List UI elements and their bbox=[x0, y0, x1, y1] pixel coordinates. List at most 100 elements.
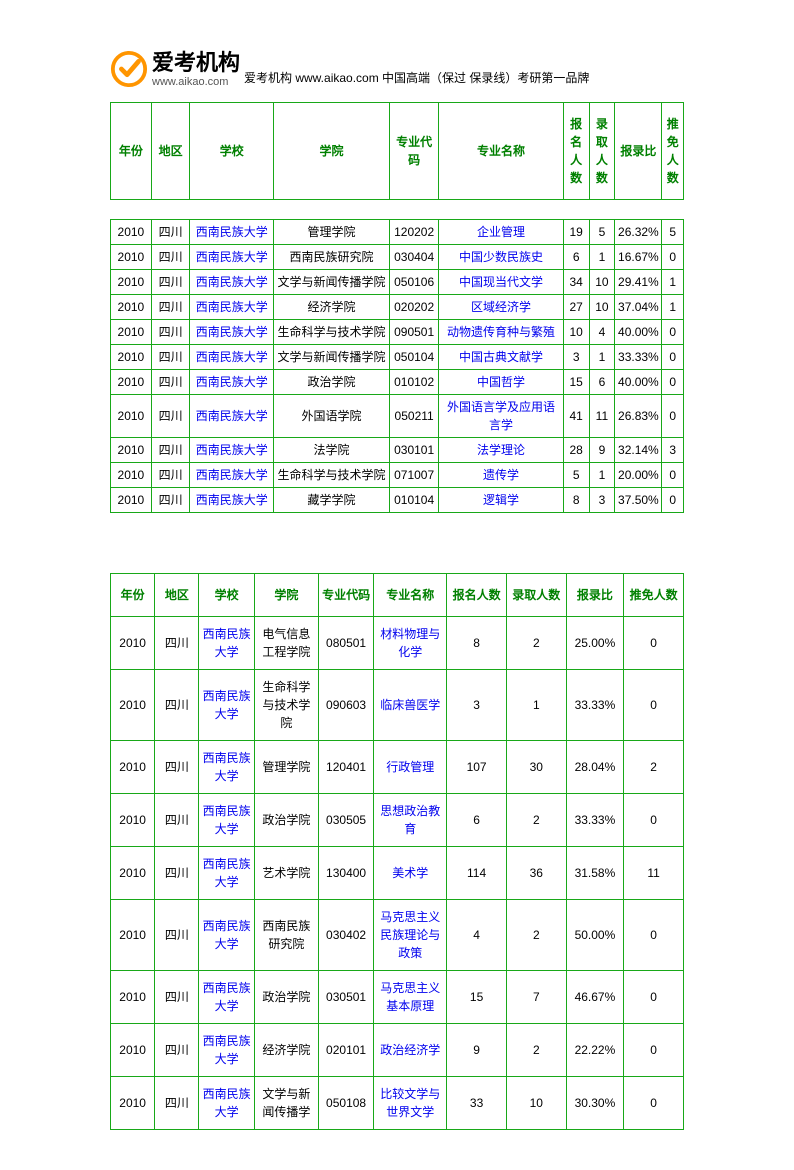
cell-school[interactable]: 西南民族大学 bbox=[199, 900, 254, 971]
cell-college: 文学与新闻传播学 bbox=[254, 1077, 318, 1130]
cell-school[interactable]: 西南民族大学 bbox=[199, 1077, 254, 1130]
cell-code: 030501 bbox=[318, 971, 373, 1024]
cell-ratio: 22.22% bbox=[566, 1024, 624, 1077]
cell-ratio: 33.33% bbox=[615, 345, 662, 370]
cell-apply: 15 bbox=[447, 971, 507, 1024]
table-row: 2010四川西南民族大学法学院030101法学理论28932.14%3 bbox=[111, 438, 684, 463]
cell-code: 050106 bbox=[389, 270, 438, 295]
cell-major[interactable]: 法学理论 bbox=[439, 438, 563, 463]
cell-major[interactable]: 政治经济学 bbox=[374, 1024, 447, 1077]
cell-exempt: 0 bbox=[624, 794, 684, 847]
cell-school[interactable]: 西南民族大学 bbox=[190, 438, 274, 463]
cell-code: 030505 bbox=[318, 794, 373, 847]
cell-college: 艺术学院 bbox=[254, 847, 318, 900]
cell-ratio: 37.04% bbox=[615, 295, 662, 320]
cell-major[interactable]: 临床兽医学 bbox=[374, 670, 447, 741]
cell-major[interactable]: 遗传学 bbox=[439, 463, 563, 488]
cell-admit: 11 bbox=[589, 395, 615, 438]
cell-exempt: 1 bbox=[662, 295, 684, 320]
cell-region: 四川 bbox=[155, 847, 199, 900]
col-exempt: 推免人数 bbox=[662, 103, 684, 200]
table-row: 2010四川西南民族大学生命科学与技术学院071007遗传学5120.00%0 bbox=[111, 463, 684, 488]
cell-college: 西南民族研究院 bbox=[274, 245, 390, 270]
cell-major[interactable]: 中国少数民族史 bbox=[439, 245, 563, 270]
cell-school[interactable]: 西南民族大学 bbox=[199, 794, 254, 847]
cell-apply: 6 bbox=[447, 794, 507, 847]
cell-major[interactable]: 外国语言学及应用语言学 bbox=[439, 395, 563, 438]
cell-school[interactable]: 西南民族大学 bbox=[190, 370, 274, 395]
cell-code: 090603 bbox=[318, 670, 373, 741]
cell-major[interactable]: 比较文学与世界文学 bbox=[374, 1077, 447, 1130]
cell-major[interactable]: 思想政治教育 bbox=[374, 794, 447, 847]
cell-region: 四川 bbox=[155, 900, 199, 971]
cell-school[interactable]: 西南民族大学 bbox=[190, 488, 274, 513]
cell-college: 电气信息工程学院 bbox=[254, 617, 318, 670]
cell-apply: 41 bbox=[563, 395, 589, 438]
col-year: 年份 bbox=[111, 574, 155, 617]
cell-admit: 1 bbox=[589, 345, 615, 370]
cell-code: 120401 bbox=[318, 741, 373, 794]
table-row: 2010四川西南民族大学文学与新闻传播学050108比较文学与世界文学33103… bbox=[111, 1077, 684, 1130]
cell-admit: 10 bbox=[589, 270, 615, 295]
cell-major[interactable]: 企业管理 bbox=[439, 220, 563, 245]
cell-major[interactable]: 动物遗传育种与繁殖 bbox=[439, 320, 563, 345]
cell-school[interactable]: 西南民族大学 bbox=[190, 295, 274, 320]
cell-school[interactable]: 西南民族大学 bbox=[199, 670, 254, 741]
cell-year: 2010 bbox=[111, 900, 155, 971]
cell-year: 2010 bbox=[111, 463, 152, 488]
cell-major[interactable]: 中国现当代文学 bbox=[439, 270, 563, 295]
cell-major[interactable]: 马克思主义民族理论与政策 bbox=[374, 900, 447, 971]
cell-college: 西南民族研究院 bbox=[254, 900, 318, 971]
cell-school[interactable]: 西南民族大学 bbox=[199, 617, 254, 670]
cell-major[interactable]: 区域经济学 bbox=[439, 295, 563, 320]
table-row: 2010四川西南民族大学生命科学与技术学院090501动物遗传育种与繁殖1044… bbox=[111, 320, 684, 345]
cell-code: 090501 bbox=[389, 320, 438, 345]
cell-major[interactable]: 中国哲学 bbox=[439, 370, 563, 395]
cell-admit: 36 bbox=[506, 847, 566, 900]
cell-school[interactable]: 西南民族大学 bbox=[199, 971, 254, 1024]
cell-college: 管理学院 bbox=[274, 220, 390, 245]
cell-school[interactable]: 西南民族大学 bbox=[190, 220, 274, 245]
cell-ratio: 26.32% bbox=[615, 220, 662, 245]
cell-exempt: 1 bbox=[662, 270, 684, 295]
cell-ratio: 30.30% bbox=[566, 1077, 624, 1130]
cell-school[interactable]: 西南民族大学 bbox=[190, 245, 274, 270]
cell-school[interactable]: 西南民族大学 bbox=[190, 463, 274, 488]
cell-college: 政治学院 bbox=[274, 370, 390, 395]
cell-major[interactable]: 材料物理与化学 bbox=[374, 617, 447, 670]
cell-region: 四川 bbox=[155, 794, 199, 847]
logo-cn: 爱考机构 bbox=[152, 52, 240, 74]
cell-apply: 15 bbox=[563, 370, 589, 395]
col-admit: 录取人数 bbox=[589, 103, 615, 200]
cell-school[interactable]: 西南民族大学 bbox=[199, 741, 254, 794]
cell-school[interactable]: 西南民族大学 bbox=[190, 270, 274, 295]
col-code: 专业代码 bbox=[389, 103, 438, 200]
cell-apply: 4 bbox=[447, 900, 507, 971]
cell-major[interactable]: 中国古典文献学 bbox=[439, 345, 563, 370]
cell-major[interactable]: 美术学 bbox=[374, 847, 447, 900]
cell-major[interactable]: 逻辑学 bbox=[439, 488, 563, 513]
cell-code: 130400 bbox=[318, 847, 373, 900]
cell-apply: 8 bbox=[447, 617, 507, 670]
cell-major[interactable]: 马克思主义基本原理 bbox=[374, 971, 447, 1024]
admissions-table-1: 年份 地区 学校 学院 专业代码 专业名称 报名人数 录取人数 报录比 推免人数… bbox=[110, 102, 684, 513]
logo-icon bbox=[110, 50, 148, 88]
cell-ratio: 16.67% bbox=[615, 245, 662, 270]
cell-code: 020202 bbox=[389, 295, 438, 320]
cell-school[interactable]: 西南民族大学 bbox=[190, 320, 274, 345]
cell-school[interactable]: 西南民族大学 bbox=[190, 345, 274, 370]
cell-apply: 28 bbox=[563, 438, 589, 463]
cell-ratio: 40.00% bbox=[615, 370, 662, 395]
cell-apply: 3 bbox=[447, 670, 507, 741]
gap-cell bbox=[111, 200, 684, 220]
cell-college: 政治学院 bbox=[254, 794, 318, 847]
cell-apply: 8 bbox=[563, 488, 589, 513]
cell-school[interactable]: 西南民族大学 bbox=[199, 1024, 254, 1077]
cell-ratio: 50.00% bbox=[566, 900, 624, 971]
cell-school[interactable]: 西南民族大学 bbox=[199, 847, 254, 900]
cell-region: 四川 bbox=[151, 320, 190, 345]
cell-school[interactable]: 西南民族大学 bbox=[190, 395, 274, 438]
col-apply: 报名人数 bbox=[563, 103, 589, 200]
cell-apply: 34 bbox=[563, 270, 589, 295]
cell-major[interactable]: 行政管理 bbox=[374, 741, 447, 794]
